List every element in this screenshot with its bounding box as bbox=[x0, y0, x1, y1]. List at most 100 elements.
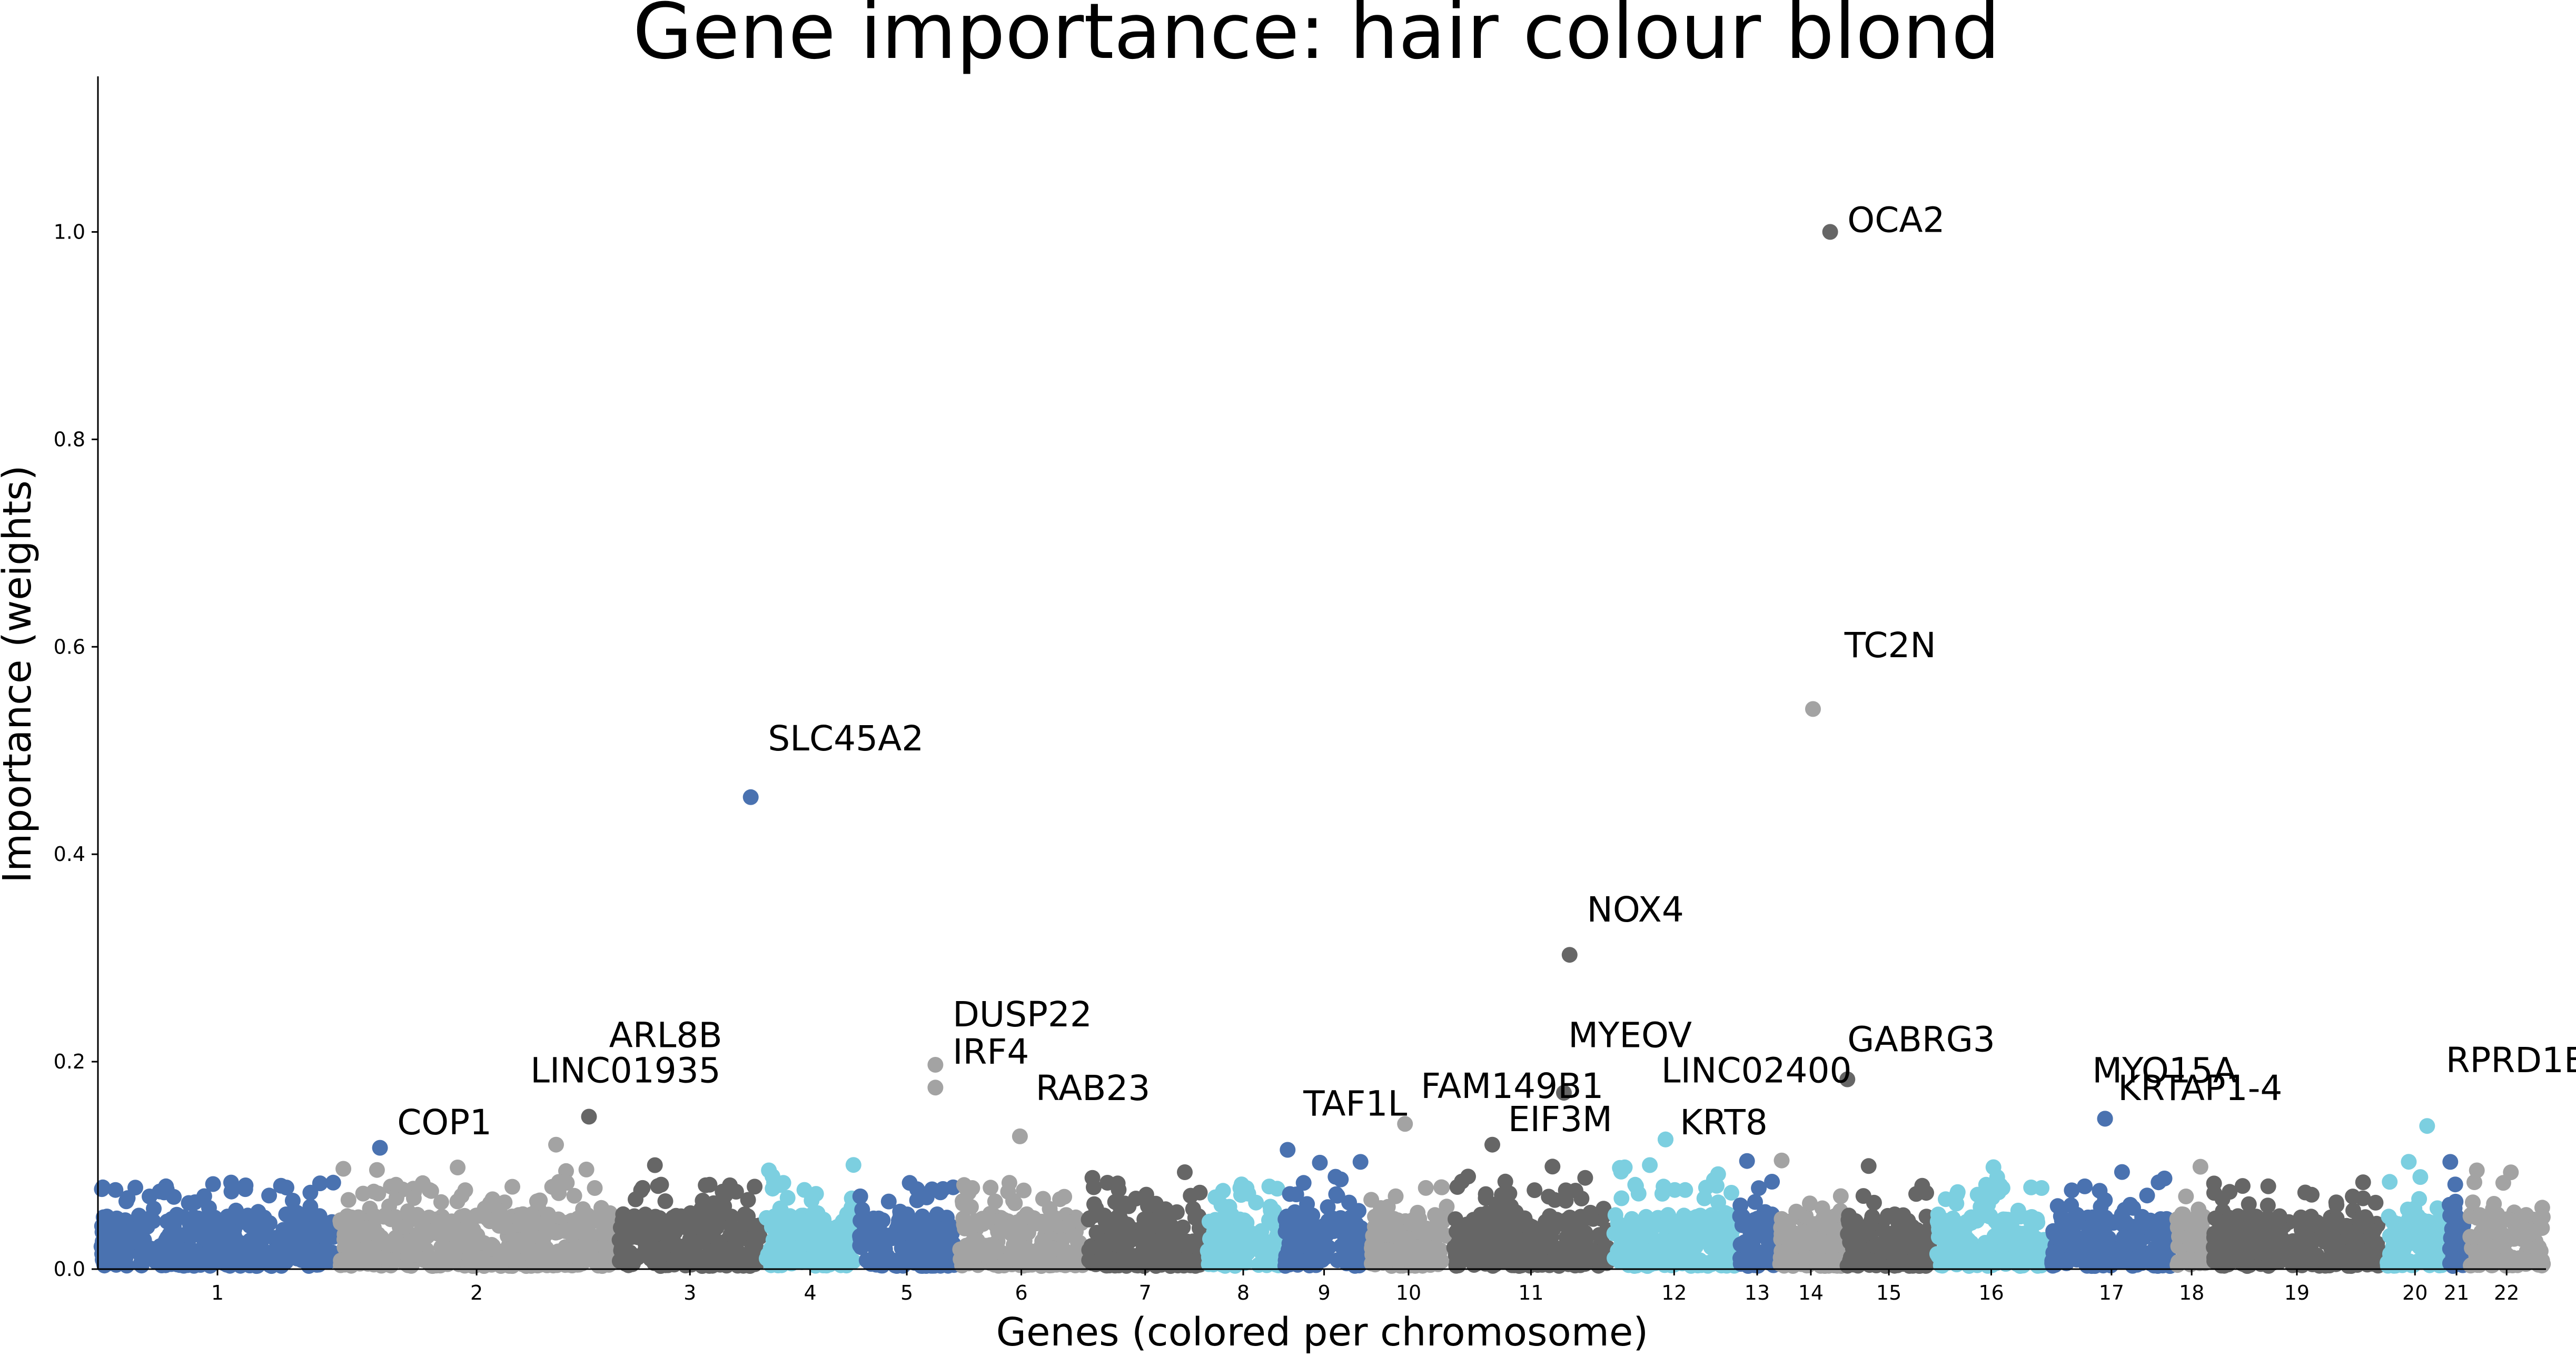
gene-point bbox=[1020, 1224, 1036, 1241]
gene-point bbox=[1654, 1185, 1670, 1202]
gene-point bbox=[1512, 1235, 1529, 1252]
gene-point bbox=[633, 1182, 649, 1199]
gene-point bbox=[561, 1242, 577, 1259]
gene-point bbox=[1764, 1174, 1780, 1190]
gene-point bbox=[1613, 1190, 1630, 1206]
gene-point bbox=[1261, 1235, 1277, 1251]
gene-point bbox=[2023, 1179, 2039, 1195]
gene-point bbox=[2080, 1232, 2096, 1248]
gene-point bbox=[1493, 1252, 1509, 1269]
x-tick-label: 4 bbox=[804, 1281, 816, 1304]
gene-point bbox=[231, 1209, 247, 1225]
gene-point bbox=[765, 1181, 781, 1197]
gene-point bbox=[2264, 1226, 2281, 1243]
gene-point bbox=[1710, 1194, 1726, 1211]
gene-label-irf4: IRF4 bbox=[953, 1032, 1029, 1072]
gene-point bbox=[1327, 1169, 1344, 1185]
gene-point bbox=[2132, 1249, 2148, 1265]
gene-point bbox=[987, 1193, 1003, 1210]
gene-point bbox=[1673, 1218, 1689, 1234]
gene-point bbox=[1527, 1182, 1543, 1199]
gene-point bbox=[879, 1248, 895, 1264]
gene-point bbox=[415, 1233, 431, 1249]
x-tick-label: 11 bbox=[1518, 1281, 1543, 1304]
gene-point bbox=[340, 1220, 356, 1236]
gene-point bbox=[716, 1198, 732, 1214]
gene-point bbox=[196, 1254, 212, 1271]
gene-point bbox=[405, 1190, 422, 1206]
gene-point bbox=[1379, 1214, 1395, 1230]
gene-point bbox=[407, 1246, 423, 1263]
gene-point bbox=[1796, 1251, 1812, 1268]
gene-point bbox=[955, 1211, 972, 1226]
gene-point bbox=[1478, 1190, 1494, 1206]
gene-label-myeov: MYEOV bbox=[1568, 1015, 1692, 1056]
gene-point bbox=[722, 1241, 738, 1258]
gene-point bbox=[574, 1251, 591, 1267]
gene-point bbox=[145, 1246, 161, 1263]
gene-point bbox=[636, 1226, 652, 1242]
gene-point bbox=[1739, 1153, 1755, 1169]
gene-point bbox=[160, 1249, 176, 1264]
gene-point-krtap1-4 bbox=[2097, 1111, 2113, 1127]
gene-point bbox=[2275, 1251, 2291, 1268]
gene-point bbox=[1596, 1201, 1612, 1217]
x-tick-label: 9 bbox=[1317, 1281, 1330, 1304]
gene-point bbox=[2503, 1164, 2519, 1181]
gene-point bbox=[361, 1220, 378, 1236]
gene-point bbox=[1955, 1253, 1971, 1270]
gene-point bbox=[1168, 1204, 1185, 1220]
gene-point bbox=[1177, 1164, 1193, 1180]
gene-point bbox=[1221, 1252, 1237, 1269]
gene-point bbox=[544, 1179, 560, 1195]
x-tick-label: 8 bbox=[1237, 1281, 1250, 1304]
gene-point bbox=[261, 1187, 278, 1204]
gene-point bbox=[308, 1254, 324, 1270]
gene-point bbox=[1547, 1214, 1563, 1230]
gene-point bbox=[388, 1176, 404, 1193]
gene-point bbox=[2355, 1174, 2371, 1191]
gene-point bbox=[1933, 1257, 1949, 1273]
gene-point bbox=[266, 1243, 283, 1259]
gene-point bbox=[2085, 1244, 2102, 1260]
gene-point bbox=[2156, 1170, 2173, 1186]
gene-point bbox=[1536, 1255, 1552, 1272]
chromosome-7-points bbox=[1081, 1164, 1210, 1274]
gene-point bbox=[2493, 1212, 2510, 1228]
gene-point bbox=[1960, 1216, 1976, 1232]
gene-point bbox=[2444, 1230, 2460, 1246]
gene-point bbox=[120, 1190, 136, 1206]
gene-point bbox=[2064, 1182, 2080, 1199]
x-tick-label: 15 bbox=[1876, 1281, 1901, 1304]
chromosome-16-points bbox=[1929, 1159, 2054, 1274]
gene-point bbox=[2077, 1178, 2093, 1194]
gene-point bbox=[796, 1182, 813, 1198]
gene-point bbox=[1347, 1258, 1363, 1274]
gene-point bbox=[369, 1162, 385, 1178]
gene-point bbox=[1980, 1196, 1996, 1213]
gene-point bbox=[1692, 1252, 1708, 1269]
gene-point bbox=[491, 1203, 508, 1219]
gene-point bbox=[305, 1221, 322, 1237]
gene-point bbox=[1448, 1211, 1463, 1228]
gene-point bbox=[698, 1177, 714, 1193]
gene-point bbox=[2382, 1174, 2398, 1190]
gene-point bbox=[1418, 1180, 1434, 1196]
gene-point bbox=[340, 1192, 356, 1208]
gene-point bbox=[484, 1191, 501, 1207]
gene-point bbox=[2177, 1212, 2194, 1229]
highlighted-gene-points bbox=[372, 224, 2435, 1158]
gene-point bbox=[1660, 1207, 1676, 1223]
chromosome-12-points bbox=[1606, 1157, 1742, 1274]
chromosome-13-points bbox=[1732, 1153, 1782, 1274]
gene-point bbox=[898, 1219, 915, 1235]
gene-point bbox=[2093, 1199, 2109, 1215]
gene-point bbox=[1300, 1228, 1316, 1244]
gene-point bbox=[1761, 1209, 1778, 1225]
gene-point bbox=[2326, 1215, 2342, 1232]
gene-point bbox=[1802, 1195, 1818, 1212]
gene-point bbox=[958, 1180, 974, 1196]
gene-label-slc45a2: SLC45A2 bbox=[768, 718, 924, 759]
